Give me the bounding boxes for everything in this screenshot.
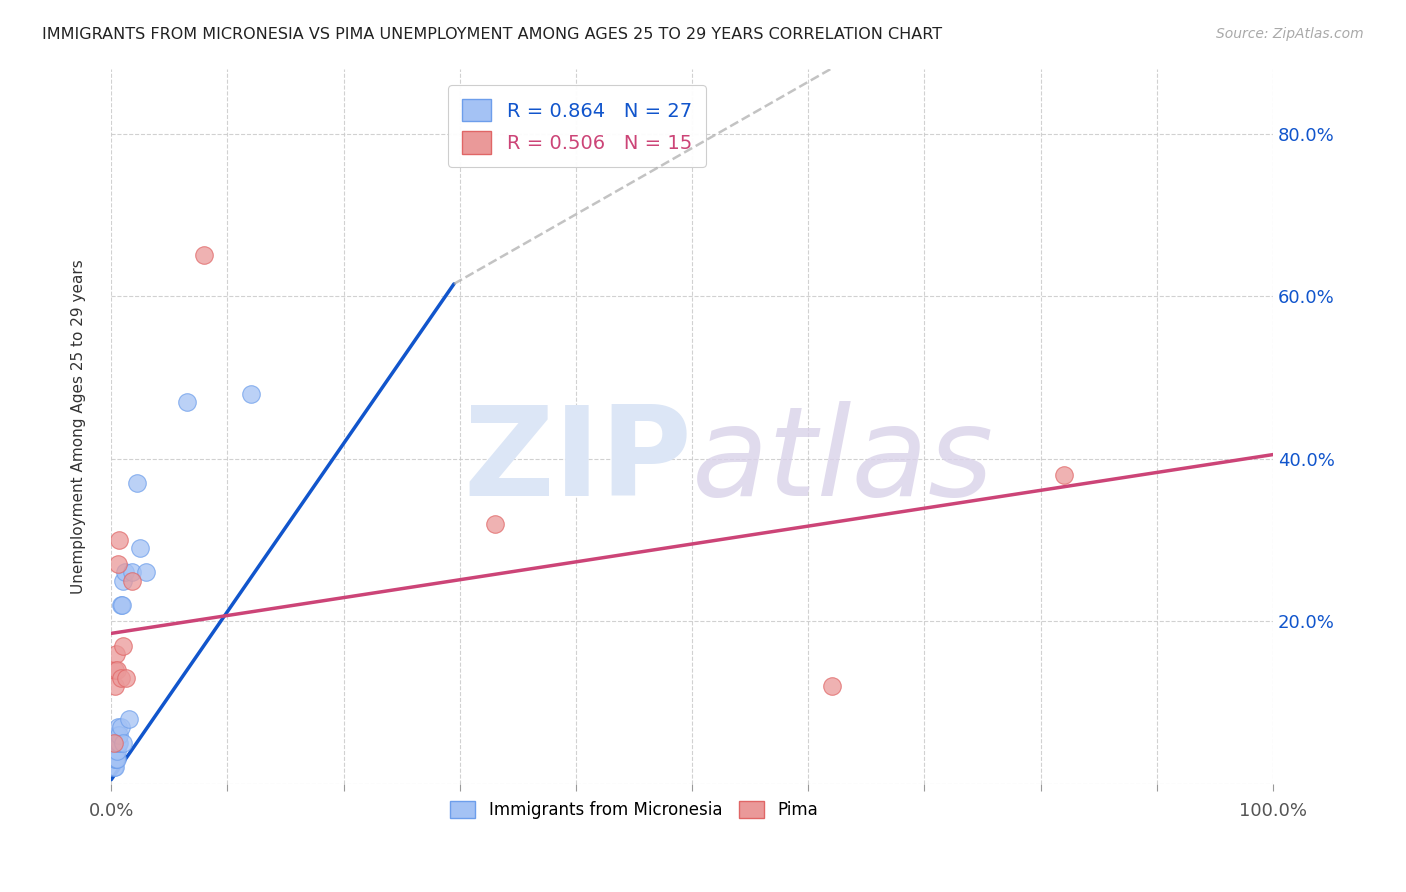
Point [115,671,138,685]
Point [111,598,134,612]
Point [104,736,127,750]
Text: IMMIGRANTS FROM MICRONESIA VS PIMA UNEMPLOYMENT AMONG AGES 25 TO 29 YEARS CORREL: IMMIGRANTS FROM MICRONESIA VS PIMA UNEMP… [42,27,942,42]
Point [103,736,125,750]
Point [110,720,132,734]
Point [105,744,128,758]
Text: ZIP: ZIP [464,401,692,523]
Point [104,744,127,758]
Point [104,647,127,661]
Point [105,752,128,766]
Text: Source: ZipAtlas.com: Source: ZipAtlas.com [1216,27,1364,41]
Point [105,663,128,677]
Point [239,386,262,401]
Point [104,752,127,766]
Point [114,566,136,580]
Point [121,574,143,588]
Point [108,533,131,547]
Point [111,639,134,653]
Point [118,712,141,726]
Point [176,394,198,409]
Point [135,566,157,580]
Point [193,248,215,262]
Point [105,728,128,742]
Point [110,598,132,612]
Text: atlas: atlas [692,401,994,523]
Point [104,663,127,677]
Point [103,760,125,774]
Point [125,476,148,491]
Point [108,728,131,742]
Point [107,720,129,734]
Point [104,760,127,774]
Point [107,736,129,750]
Point [104,752,127,766]
Point [110,671,132,685]
Legend: Immigrants from Micronesia, Pima: Immigrants from Micronesia, Pima [443,794,824,825]
Point [484,516,506,531]
Point [104,679,127,693]
Point [103,752,125,766]
Point [129,541,152,555]
Point [108,736,131,750]
Point [111,574,134,588]
Point [107,558,129,572]
Y-axis label: Unemployment Among Ages 25 to 29 years: Unemployment Among Ages 25 to 29 years [72,259,86,593]
Point [820,679,842,693]
Point [121,566,143,580]
Point [1053,467,1076,482]
Point [111,736,134,750]
